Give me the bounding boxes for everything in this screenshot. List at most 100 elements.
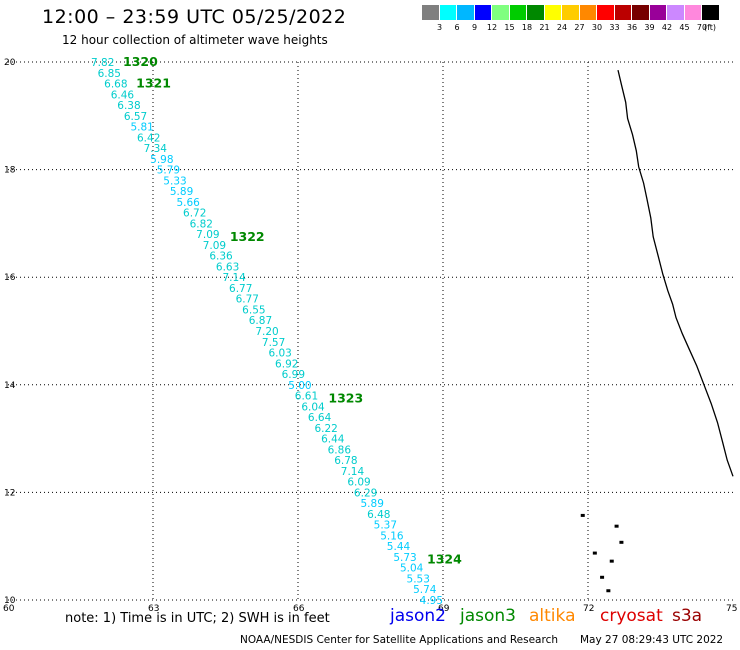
x-tick-label: 63 [148, 604, 159, 614]
coastline-path [617, 69, 734, 477]
legend-cryosat: cryosat [600, 606, 663, 626]
wave-height-value: 6.63 [216, 261, 239, 273]
wave-height-value: 7.14 [222, 272, 246, 284]
legend-s3a: s3a [672, 606, 703, 626]
color-swatch [527, 5, 545, 20]
y-tick-label: 18 [4, 166, 16, 176]
color-scale-label: 70 [696, 23, 708, 32]
pass-number-label: 1323 [328, 390, 363, 405]
x-tick-label: 60 [3, 604, 15, 614]
wave-height-value: 6.61 [295, 391, 318, 403]
wave-height-value: 6.09 [347, 477, 370, 489]
color-swatch [632, 5, 650, 20]
wave-height-value: 6.46 [111, 89, 135, 101]
color-swatch [702, 5, 720, 20]
wave-height-value: 6.99 [282, 369, 305, 381]
wave-height-value: 5.37 [374, 520, 397, 532]
pass-number-label: 1320 [123, 54, 158, 69]
color-scale-label: 6 [454, 23, 460, 32]
wave-height-value: 6.29 [354, 487, 377, 499]
page-title: 12:00 – 23:59 UTC 05/25/2022 [42, 6, 347, 28]
color-swatch [509, 5, 527, 20]
color-scale-label: 45 [679, 23, 690, 32]
wave-height-value: 6.72 [183, 208, 206, 220]
x-tick-label: 69 [438, 604, 450, 614]
wave-height-value: 6.57 [124, 111, 147, 123]
wave-height-value: 6.03 [268, 348, 291, 360]
wave-height-value: 7.09 [203, 240, 226, 252]
coastline [580, 69, 734, 593]
wave-height-value: 5.89 [170, 186, 193, 198]
y-tick-label: 10 [4, 596, 16, 606]
color-scale-label: 15 [504, 23, 515, 32]
wave-height-value: 5.04 [400, 563, 424, 575]
wave-height-value: 5.33 [163, 175, 186, 187]
color-swatch [492, 5, 510, 20]
color-scale-label: 33 [609, 23, 620, 32]
wave-height-value: 6.48 [367, 509, 390, 521]
x-tick-label: 75 [726, 604, 737, 614]
color-swatch [474, 5, 492, 20]
y-tick-label: 12 [4, 488, 15, 498]
wave-height-value: 5.00 [288, 380, 311, 392]
color-swatch [457, 5, 475, 20]
color-scale-label: 12 [486, 23, 498, 32]
island-mark [600, 575, 605, 579]
page-subtitle: 12 hour collection of altimeter wave hei… [62, 33, 328, 47]
wave-height-value: 7.09 [196, 229, 219, 241]
wave-height-value: 7.34 [144, 143, 168, 155]
color-scale-label: 36 [626, 23, 638, 32]
legend-altika: altika [529, 606, 576, 626]
wave-height-value: 6.78 [334, 455, 357, 467]
x-tick-label: 66 [293, 604, 305, 614]
island-mark [609, 559, 614, 563]
wave-height-value: 6.86 [328, 444, 352, 456]
color-scale-bar [422, 5, 720, 21]
wave-height-value: 6.77 [229, 283, 252, 295]
satellite-track: 7.826.856.686.466.386.575.816.427.345.98… [91, 54, 462, 607]
wave-height-value: 7.20 [255, 326, 278, 338]
wave-height-value: 6.42 [137, 132, 160, 144]
wave-height-value: 6.92 [275, 358, 298, 370]
footer-credit: NOAA/NESDIS Center for Satellite Applica… [240, 634, 558, 646]
color-scale-label: 30 [591, 23, 603, 32]
wave-height-value: 5.81 [130, 122, 153, 134]
wave-height-value: 5.73 [393, 552, 416, 564]
color-swatch [579, 5, 597, 20]
wave-height-value: 5.74 [413, 584, 437, 596]
wave-height-value: 6.22 [314, 423, 337, 435]
color-scale-label: 18 [521, 23, 533, 32]
footer-note: note: 1) Time is in UTC; 2) SWH is in fe… [65, 611, 330, 626]
color-swatch [439, 5, 457, 20]
map-grid [8, 61, 733, 601]
wave-height-value: 5.44 [387, 541, 411, 553]
wave-height-value: 5.16 [380, 530, 404, 542]
y-tick-label: 14 [4, 381, 16, 391]
wave-height-value: 5.53 [407, 573, 430, 585]
color-swatch [649, 5, 667, 20]
color-scale-label: 21 [539, 23, 550, 32]
wave-height-value: 4.95 [420, 595, 443, 607]
color-swatch [684, 5, 702, 20]
wave-height-value: 6.55 [242, 304, 265, 316]
y-tick-label: 20 [4, 58, 16, 68]
island-mark [580, 513, 585, 517]
color-swatch [597, 5, 615, 20]
pass-number-label: 1322 [230, 229, 265, 244]
wave-height-value: 6.44 [321, 434, 345, 446]
color-scale-label: 9 [471, 23, 478, 32]
color-swatch [422, 5, 440, 20]
color-scale-label: 3 [436, 23, 443, 32]
island-mark [592, 551, 597, 555]
wave-height-value: 6.77 [236, 294, 259, 306]
island-mark [614, 524, 619, 528]
wave-height-value: 6.82 [190, 218, 213, 230]
color-scale-label: 27 [574, 23, 585, 32]
color-scale-label: (ft) [703, 23, 717, 32]
wave-height-value: 5.79 [157, 165, 180, 177]
color-swatch [667, 5, 685, 20]
color-scale-label: 42 [661, 23, 673, 32]
island-mark [619, 540, 624, 544]
wave-height-value: 5.66 [176, 197, 200, 209]
